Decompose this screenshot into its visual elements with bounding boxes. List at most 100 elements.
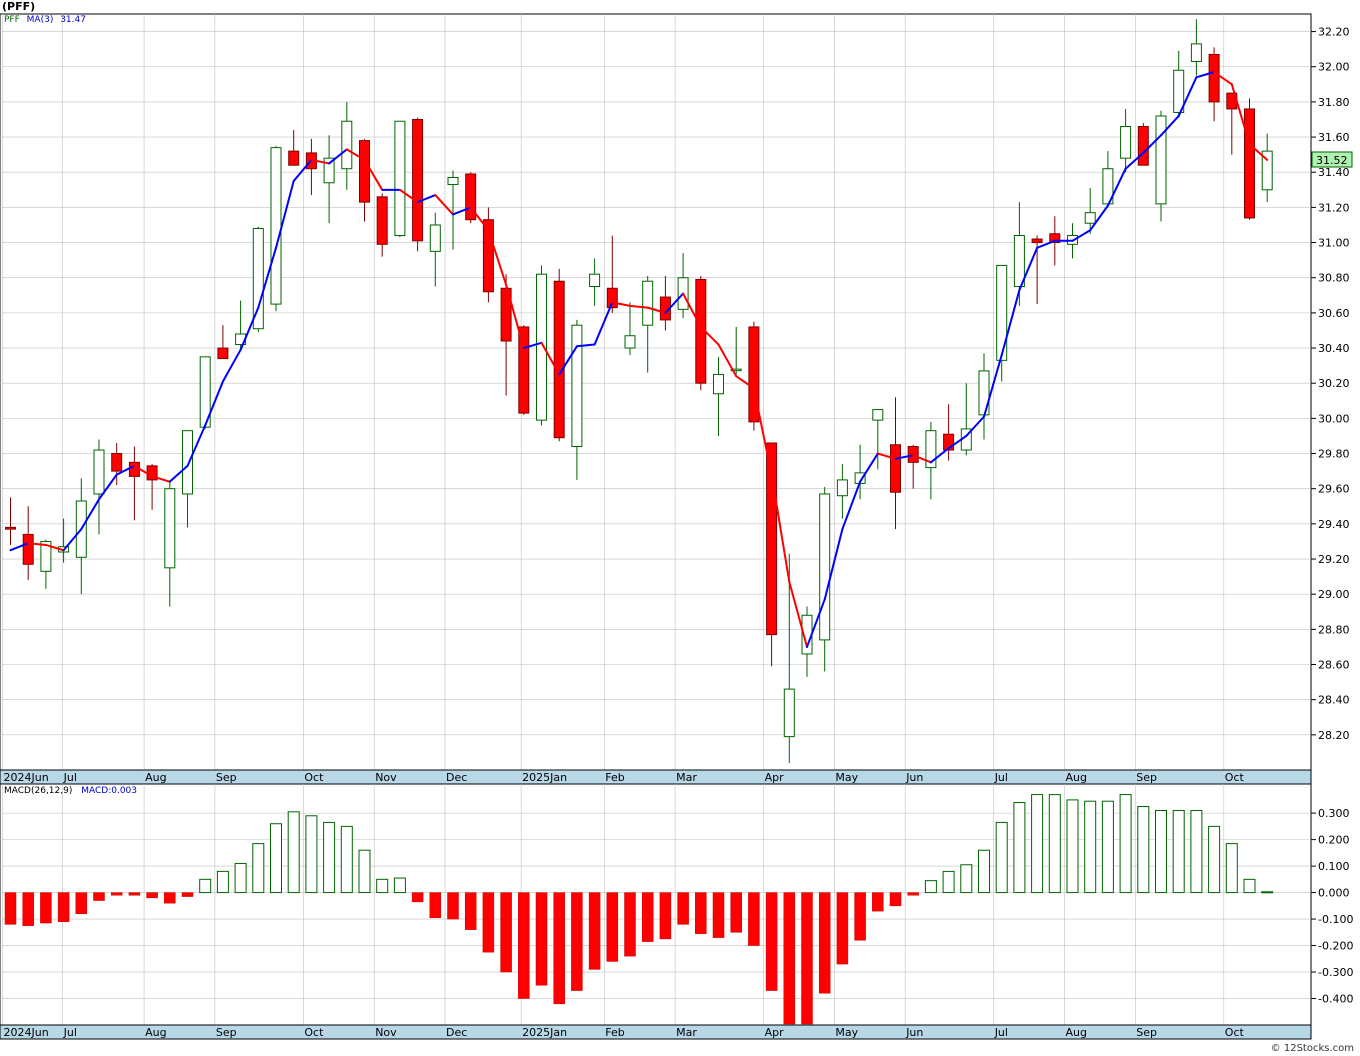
macd-bar — [40, 892, 52, 924]
macd-bar — [571, 892, 583, 991]
candle-body — [128, 461, 140, 477]
macd-bar — [1155, 809, 1167, 894]
macd-bar — [748, 892, 760, 946]
candle-body — [1244, 108, 1255, 219]
ma-segment — [310, 158, 331, 165]
candle-body — [376, 196, 388, 245]
macd-x-axis-label: Nov — [375, 1026, 397, 1039]
macd-bar — [1137, 806, 1150, 894]
price-tick-label: 31.80 — [1318, 96, 1350, 109]
macd-bar — [624, 892, 636, 957]
ma-segment — [876, 452, 897, 460]
candle-body — [465, 173, 477, 221]
macd-x-axis-label: Mar — [676, 1026, 697, 1039]
price-tick-label: 30.00 — [1318, 412, 1350, 425]
ma-segment — [9, 542, 30, 552]
price-tick-label: 29.20 — [1318, 553, 1350, 566]
price-tick-label: 29.40 — [1318, 518, 1350, 531]
candle-body — [111, 453, 123, 472]
candle-body — [164, 488, 176, 569]
macd-bar — [854, 892, 866, 941]
candle-body — [5, 526, 16, 530]
macd-bar — [199, 878, 212, 894]
ma-segment — [27, 542, 47, 546]
macd-bar — [464, 892, 477, 930]
ma-segment — [682, 292, 702, 328]
macd-tick-label: -0.200 — [1318, 940, 1353, 953]
macd-bar — [889, 892, 902, 907]
ma-segment — [345, 148, 366, 161]
macd-bar — [801, 892, 813, 1025]
macd-bar — [216, 870, 229, 894]
ma-segment — [717, 343, 738, 378]
macd-bar — [93, 892, 105, 901]
ma-segment — [593, 301, 614, 346]
macd-bar — [553, 892, 565, 1005]
macd-bar — [1208, 825, 1221, 894]
macd-bar — [818, 892, 831, 994]
x-axis-label: 2024Jun — [4, 771, 49, 784]
x-axis-label: Sep — [216, 771, 237, 784]
candle-body — [93, 449, 105, 495]
candle-body — [766, 442, 778, 636]
ma-segment — [469, 206, 490, 232]
macd-date-band — [0, 1024, 1312, 1040]
macd-legend: MACD(26,12,9) MACD:0.003 — [4, 786, 137, 796]
macd-bar — [340, 825, 353, 894]
price-tick-label: 30.20 — [1318, 377, 1350, 390]
ma-segment — [416, 194, 437, 204]
candle-body — [323, 157, 335, 184]
last-price-label: 31.52 — [1316, 154, 1348, 167]
ma-segment — [80, 498, 100, 531]
ma-segment — [983, 354, 1003, 418]
candle-body — [996, 264, 1008, 361]
candle-body — [748, 326, 760, 423]
candle-body — [925, 430, 937, 469]
x-axis-label: Jun — [905, 771, 923, 784]
ma-segment — [699, 325, 720, 346]
ma-segment — [257, 246, 277, 309]
ma-segment — [62, 528, 83, 552]
candle-body — [713, 373, 724, 395]
macd-bar — [234, 862, 247, 894]
ma-segment — [912, 454, 932, 464]
candle-body — [606, 287, 618, 309]
macd-bar — [606, 892, 619, 962]
ma-segment — [452, 206, 472, 216]
candle-body — [429, 224, 441, 252]
candle-body — [482, 219, 494, 293]
macd-x-axis-label: 2024Jun — [4, 1026, 49, 1039]
ma-segment — [1071, 229, 1092, 242]
price-tick-label: 29.00 — [1318, 588, 1350, 601]
macd-legend-label: MACD(26,12,9) — [4, 786, 73, 796]
ma-segment — [505, 283, 525, 350]
macd-tick-label: -0.400 — [1318, 993, 1353, 1006]
ma-segment — [1160, 114, 1180, 137]
x-axis-label: Aug — [1066, 771, 1087, 784]
macd-bar — [695, 892, 707, 934]
candle-body — [341, 120, 353, 170]
price-tick-label: 32.20 — [1318, 26, 1350, 39]
macd-tick-label: 0.200 — [1318, 834, 1350, 847]
macd-bar — [252, 843, 265, 894]
symbol-title: (PFF) — [2, 0, 36, 13]
candle-body — [447, 177, 459, 186]
last-price-tag — [1311, 151, 1353, 168]
price-tick-label: 31.20 — [1318, 201, 1350, 214]
macd-x-axis-label: Apr — [765, 1026, 785, 1039]
candle-body — [890, 444, 901, 493]
macd-bar — [287, 811, 300, 894]
price-tick-label: 30.80 — [1318, 272, 1350, 285]
macd-panel-frame — [0, 783, 1312, 1026]
price-tick-label: 31.60 — [1318, 131, 1350, 144]
macd-bar — [1261, 891, 1274, 894]
ma-segment — [328, 148, 348, 165]
ma-segment — [1248, 143, 1269, 161]
candle-body — [518, 326, 530, 414]
price-tick-label: 28.20 — [1318, 729, 1350, 742]
ma-segment — [646, 306, 667, 314]
macd-bar — [482, 892, 495, 953]
ma-segment — [540, 341, 561, 376]
ma-line — [9, 71, 1269, 648]
